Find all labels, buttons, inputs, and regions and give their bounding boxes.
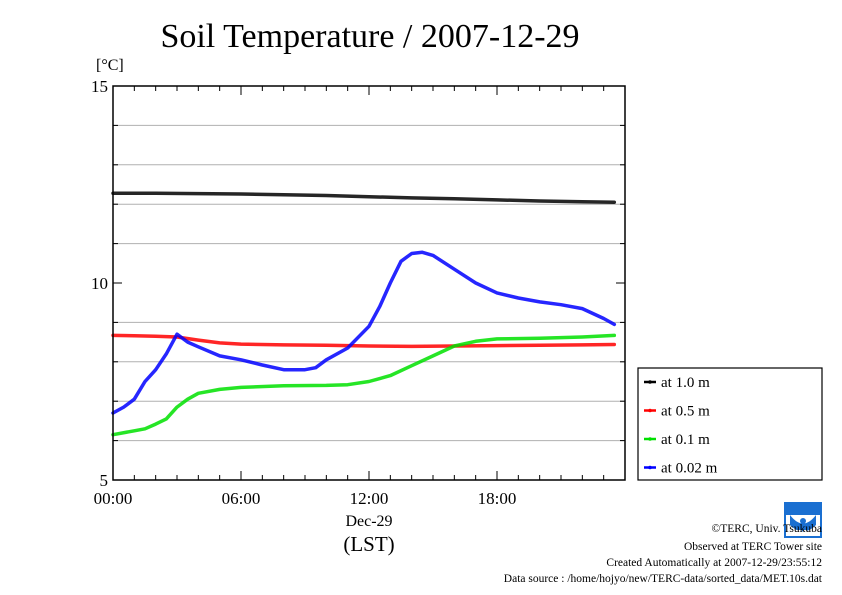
x-tick-label: 00:00 [94,489,133,508]
x-tick-labels: 00:00 06:00 12:00 18:00 [94,489,517,508]
footer-source: Data source : /home/hojyo/new/TERC-data/… [504,573,823,585]
terc-logo-wave-icon [790,515,816,532]
x-tick-label: 06:00 [222,489,261,508]
terc-logo-band [785,503,821,515]
x-axis-date-label: Dec-29 [345,513,392,530]
legend-marker [648,465,652,470]
terc-logo-drop-icon [800,518,806,524]
y-tick-labels: 5 10 15 [91,77,108,490]
legend-label: at 0.5 m [661,404,710,420]
legend-label: at 0.02 m [661,461,718,477]
series-line [111,333,617,437]
legend-label: at 1.0 m [661,375,710,391]
legend: at 1.0 m at 0.5 m at 0.1 m at 0.02 m [637,367,823,481]
terc-logo-text: TERC [793,529,813,537]
chart-title: Soil Temperature / 2007-12-29 [160,18,579,55]
legend-marker [648,408,652,413]
terc-logo: TERC [784,502,822,538]
x-tick-label: 12:00 [350,489,389,508]
series-line [111,250,617,415]
series-lines [111,191,617,437]
x-tick-label: 18:00 [478,489,517,508]
x-axis-unit-label: (LST) [343,532,394,556]
legend-marker [648,380,652,384]
footer-copyright: ©TERC, Univ. Tsukuba [712,523,822,535]
grid-lines [113,124,625,442]
footer-created: Created Automatically at 2007-12-29/23:5… [606,557,822,569]
series-line [111,333,617,349]
y-tick-label: 5 [100,471,109,490]
y-axis-unit-label: [°C] [96,57,124,74]
legend-marker [648,437,652,441]
axis-ticks [112,85,625,481]
legend-label: at 0.1 m [661,432,710,448]
y-tick-label: 15 [91,77,108,96]
legend-box [637,367,823,481]
plot-frame [112,85,626,481]
y-tick-label: 10 [91,274,108,293]
series-line [111,191,617,204]
footer-site: Observed at TERC Tower site [684,541,822,553]
